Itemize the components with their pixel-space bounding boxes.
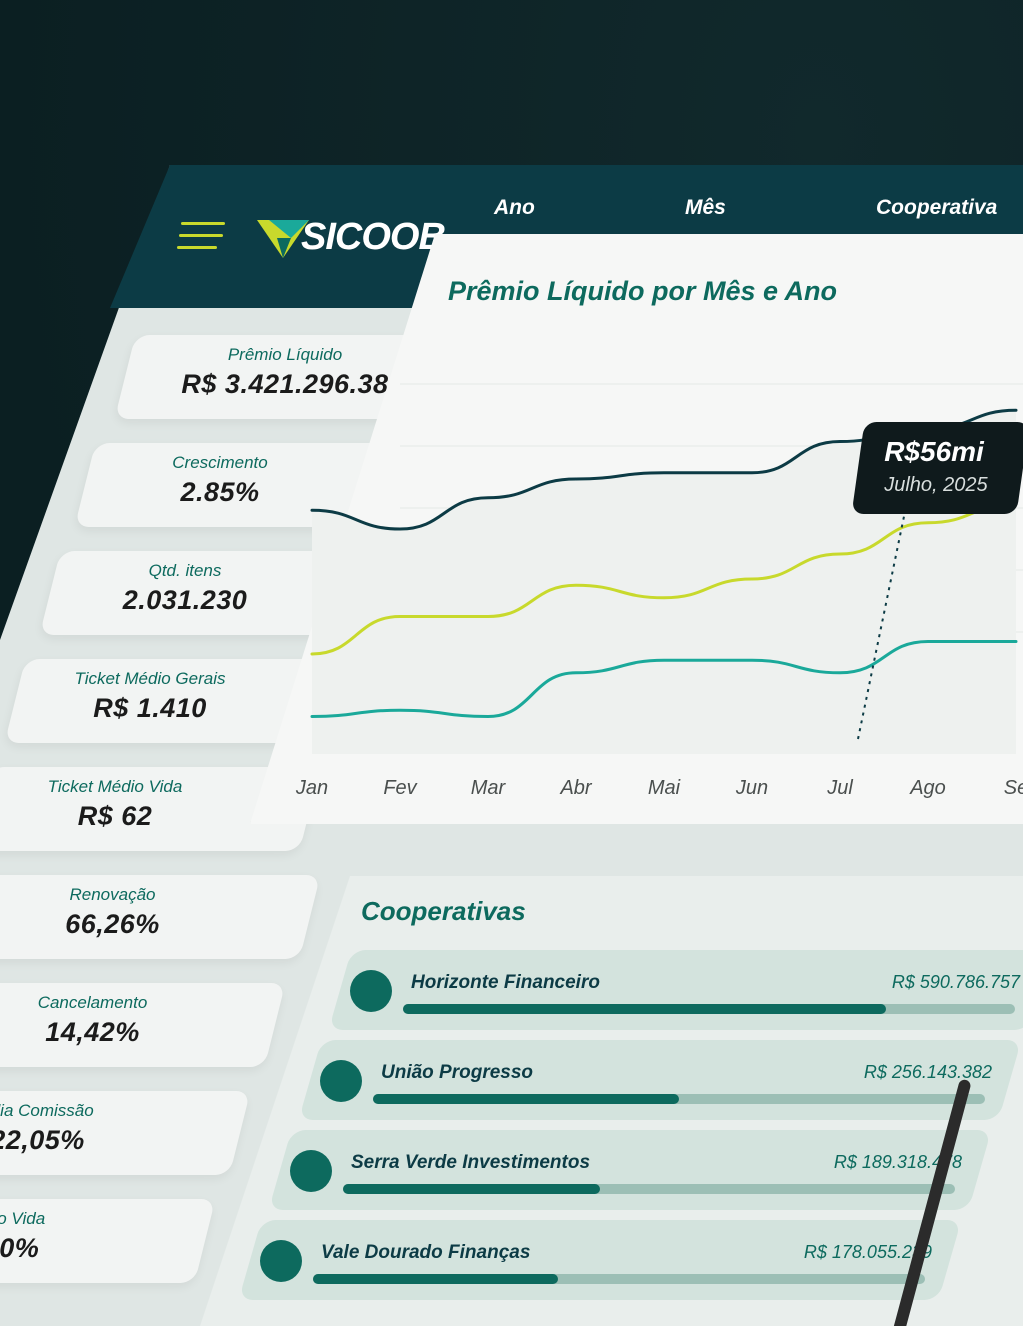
chart-area-fill xyxy=(312,410,1016,754)
kpi-label: édia Comissão xyxy=(0,1101,94,1120)
cooperativa-name: Vale Dourado Finanças xyxy=(321,1242,531,1263)
cooperativa-bar-track xyxy=(343,1184,955,1194)
kpi-label: Ticket Médio Gerais xyxy=(74,669,226,688)
cooperativas-title: Cooperativas xyxy=(361,896,526,926)
cooperativa-bar-fill xyxy=(403,1004,887,1014)
x-tick-label: Jan xyxy=(295,777,328,799)
kpi-label: nção Vida xyxy=(0,1209,46,1228)
series-line xyxy=(310,502,1018,656)
cooperativa-value: R$ 590.786.757 xyxy=(891,972,1020,992)
cooperativa-value: R$ 189.318.478 xyxy=(833,1152,962,1172)
cooperativa-bar-fill xyxy=(373,1094,679,1104)
handshake-icon xyxy=(350,970,392,1012)
series-line xyxy=(310,639,1018,719)
cooperativa-bar-track xyxy=(313,1274,925,1284)
brand-logo: SICOOB xyxy=(253,214,468,264)
x-tick-label: Mar xyxy=(471,777,507,799)
handshake-icon xyxy=(290,1150,332,1192)
hamburger-menu-icon[interactable] xyxy=(177,222,225,252)
cooperativa-value: R$ 256.143.382 xyxy=(863,1062,992,1082)
annotation-guide xyxy=(857,438,921,740)
cooperativa-value: R$ 178.055.239 xyxy=(803,1242,932,1262)
x-tick-label: Mai xyxy=(648,777,681,799)
x-tick-label: Abr xyxy=(559,777,592,799)
brand-name: SICOOB xyxy=(301,216,446,258)
x-tick-label: Fev xyxy=(383,777,417,799)
kpi-card: Cancelamento 14,42% xyxy=(0,983,286,1067)
x-tick-label: Ago xyxy=(909,777,946,799)
cooperativa-name: Serra Verde Investimentos xyxy=(351,1152,591,1173)
chart-tooltip: R$56mi Julho, 2025 xyxy=(851,422,1023,514)
x-tick-label: Jun xyxy=(735,777,768,799)
kpi-value: ,00% xyxy=(0,1233,40,1263)
cooperativa-name: União Progresso xyxy=(381,1062,534,1083)
kpi-value: 22,05% xyxy=(0,1125,85,1155)
x-tick-label: Jul xyxy=(826,777,853,799)
cooperativa-bar-fill xyxy=(343,1184,601,1194)
filter-label-mes: Mês xyxy=(685,196,726,219)
handshake-icon xyxy=(260,1240,302,1282)
kpi-label: Renovação xyxy=(69,885,156,904)
kpi-card: édia Comissão 22,05% xyxy=(0,1091,251,1175)
kpi-card: nção Vida ,00% xyxy=(0,1199,216,1283)
filter-label-cooperativa: Cooperativa xyxy=(876,196,998,219)
tooltip-period: Julho, 2025 xyxy=(884,474,988,496)
kpi-value: 14,42% xyxy=(45,1017,140,1047)
cooperativa-bar-track xyxy=(403,1004,1015,1014)
kpi-card: Renovação 66,26% xyxy=(0,875,321,959)
line-chart: ☝JanFevMarAbrMaiJunJulAgoSe xyxy=(295,383,1023,799)
tooltip-value: R$56mi xyxy=(884,436,984,467)
handshake-icon xyxy=(320,1060,362,1102)
cooperativa-name: Horizonte Financeiro xyxy=(411,972,600,993)
kpi-value: R$ 1.410 xyxy=(93,693,207,723)
kpi-label: Ticket Médio Vida xyxy=(47,777,183,796)
kpi-value: R$ 62 xyxy=(77,801,153,831)
kpi-label: Cancelamento xyxy=(37,993,148,1012)
logo-mark-icon xyxy=(257,220,309,258)
x-tick-label: Se xyxy=(1004,777,1023,799)
cooperativa-bar-track xyxy=(373,1094,985,1104)
cooperativa-bar-fill xyxy=(313,1274,558,1284)
filter-label-ano: Ano xyxy=(494,196,535,219)
chart-title: Prêmio Líquido por Mês e Ano xyxy=(448,276,838,306)
kpi-value: 66,26% xyxy=(65,909,160,939)
